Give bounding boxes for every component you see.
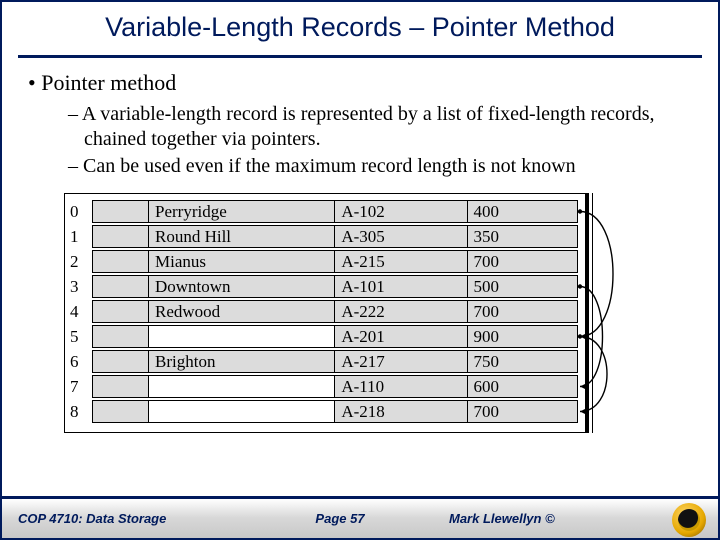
cell-pointer	[93, 401, 149, 422]
cell-account: A-110	[335, 376, 467, 397]
bullet-level1: Pointer method	[28, 70, 696, 96]
row-index: 2	[70, 252, 92, 272]
cell-account: A-101	[335, 276, 467, 297]
footer: COP 4710: Data Storage Page 57 Mark Llew…	[2, 496, 718, 538]
row-record: Round HillA-305350	[92, 225, 578, 248]
table-row: 3DowntownA-101500	[70, 274, 578, 299]
cell-branch: Perryridge	[149, 201, 335, 222]
row-record: A-201900	[92, 325, 578, 348]
cell-balance: 600	[468, 376, 578, 397]
row-index: 1	[70, 227, 92, 247]
footer-right: Mark Llewellyn ©	[409, 511, 702, 526]
cell-branch: Downtown	[149, 276, 335, 297]
cell-account: A-218	[335, 401, 467, 422]
cell-pointer	[93, 276, 149, 297]
title-area: Variable-Length Records – Pointer Method	[2, 2, 718, 49]
table-row: 7A-110600	[70, 374, 578, 399]
cell-pointer	[93, 251, 149, 272]
footer-left: COP 4710: Data Storage	[18, 511, 271, 526]
cell-account: A-102	[335, 201, 467, 222]
row-record: RedwoodA-222700	[92, 300, 578, 323]
slide: Variable-Length Records – Pointer Method…	[0, 0, 720, 540]
bullet-level2-a: A variable-length record is represented …	[68, 102, 696, 152]
cell-account: A-222	[335, 301, 467, 322]
row-index: 8	[70, 402, 92, 422]
cell-balance: 400	[468, 201, 578, 222]
cell-branch	[149, 376, 335, 397]
cell-balance: 900	[468, 326, 578, 347]
row-record: BrightonA-217750	[92, 350, 578, 373]
row-index: 7	[70, 377, 92, 397]
cell-account: A-217	[335, 351, 467, 372]
ucf-logo-icon	[672, 503, 706, 537]
cell-branch: Round Hill	[149, 226, 335, 247]
title-underline	[18, 55, 702, 58]
cell-branch	[149, 401, 335, 422]
table-row: 2MianusA-215700	[70, 249, 578, 274]
table-row: 6BrightonA-217750	[70, 349, 578, 374]
cell-pointer	[93, 351, 149, 372]
row-index: 5	[70, 327, 92, 347]
cell-balance: 350	[468, 226, 578, 247]
row-record: DowntownA-101500	[92, 275, 578, 298]
cell-pointer	[93, 326, 149, 347]
cell-balance: 500	[468, 276, 578, 297]
cell-account: A-215	[335, 251, 467, 272]
cell-pointer	[93, 226, 149, 247]
row-index: 4	[70, 302, 92, 322]
cell-pointer	[93, 201, 149, 222]
bullet-level2-b: Can be used even if the maximum record l…	[68, 154, 696, 179]
cell-branch: Redwood	[149, 301, 335, 322]
row-index: 3	[70, 277, 92, 297]
row-index: 0	[70, 202, 92, 222]
footer-page: Page 57	[271, 511, 409, 526]
cell-pointer	[93, 301, 149, 322]
cell-balance: 700	[468, 251, 578, 272]
cell-account: A-305	[335, 226, 467, 247]
row-record: MianusA-215700	[92, 250, 578, 273]
row-index: 6	[70, 352, 92, 372]
row-record: A-110600	[92, 375, 578, 398]
row-record: PerryridgeA-102400	[92, 200, 578, 223]
table-row: 8A-218700	[70, 399, 578, 424]
cell-branch	[149, 326, 335, 347]
cell-branch: Mianus	[149, 251, 335, 272]
cell-account: A-201	[335, 326, 467, 347]
table-row: 5A-201900	[70, 324, 578, 349]
row-record: A-218700	[92, 400, 578, 423]
table-row: 0PerryridgeA-102400	[70, 199, 578, 224]
table-row: 1Round HillA-305350	[70, 224, 578, 249]
cell-pointer	[93, 376, 149, 397]
cell-balance: 700	[468, 401, 578, 422]
body: Pointer method A variable-length record …	[2, 68, 718, 496]
cell-balance: 700	[468, 301, 578, 322]
page-title: Variable-Length Records – Pointer Method	[20, 12, 700, 43]
records-table: 0PerryridgeA-1024001Round HillA-3053502M…	[70, 199, 578, 427]
records-figure: 0PerryridgeA-1024001Round HillA-3053502M…	[64, 193, 656, 433]
cell-branch: Brighton	[149, 351, 335, 372]
cell-balance: 750	[468, 351, 578, 372]
table-row: 4RedwoodA-222700	[70, 299, 578, 324]
